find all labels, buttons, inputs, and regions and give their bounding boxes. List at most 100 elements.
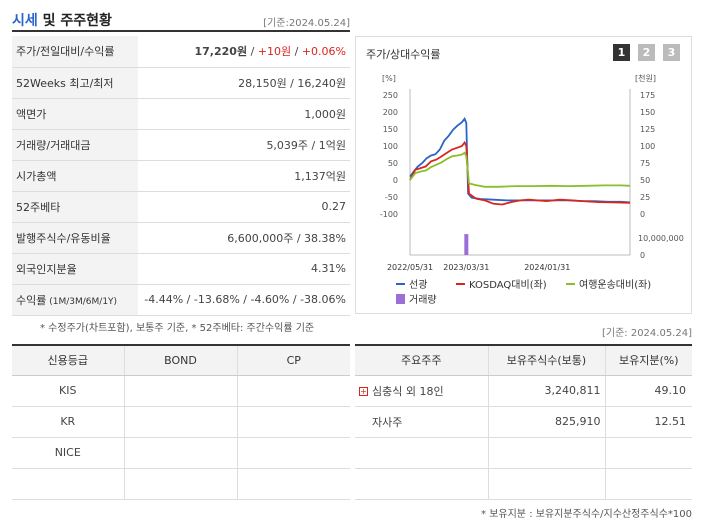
- table-row: 외국인지분율 4.31%: [12, 253, 350, 285]
- title-rest: 및 주주현황: [37, 13, 112, 29]
- holder-name[interactable]: 심충식 외 18인: [372, 384, 444, 398]
- reference-date: [기준:2024.05.24]: [263, 18, 350, 29]
- x-tick-label: 2023/03/31: [443, 263, 489, 272]
- series-line-2: [409, 151, 631, 188]
- chart-panel: 주가/상대수익률 1 2 3 [%] [천원] 250 200 150 100 50 0 -50…: [355, 36, 692, 314]
- col-header: 보유주식수(보통): [487, 345, 605, 376]
- table-row: [355, 437, 692, 469]
- table-row: 52주베타 0.27: [12, 191, 350, 223]
- series-line-1: [409, 140, 631, 206]
- volume-bar: [464, 234, 469, 255]
- left-axis-unit: [%]: [382, 74, 396, 83]
- table-header: 신용등급 BOND CP: [12, 345, 350, 376]
- row-label: 거래량/거래대금: [12, 129, 138, 161]
- right-tick-label: 75: [640, 159, 650, 168]
- row-value: 5,039주 / 1억원: [138, 129, 350, 161]
- right-tick-label: 150: [640, 108, 655, 117]
- legend-swatch-volume: [396, 294, 405, 304]
- table-row: [12, 468, 350, 500]
- bond-rating: [123, 468, 237, 500]
- agency-name: KIS: [12, 375, 124, 407]
- title-highlight: 시세: [12, 13, 38, 29]
- volume-tick-label: 10,000,000: [638, 234, 684, 243]
- holder-shares: [487, 468, 605, 500]
- table-row: KR: [12, 406, 350, 438]
- row-value: -4.44% / -13.68% / -4.60% / -38.06%: [138, 284, 350, 316]
- holder-shares: 3,240,811: [487, 375, 605, 407]
- bond-rating: [123, 406, 237, 438]
- page-button-2[interactable]: 2: [638, 44, 655, 61]
- table-row: 52Weeks 최고/최저 28,150원 / 16,240원: [12, 67, 350, 99]
- row-label: 수익률 (1M/3M/6M/1Y): [12, 284, 138, 316]
- credit-rating-table: 신용등급 BOND CP KIS KR NICE: [12, 344, 350, 500]
- right-tick-label: 125: [640, 125, 655, 134]
- label-sub: (1M/3M/6M/1Y): [46, 296, 118, 307]
- holder-stake: [604, 437, 692, 469]
- right-tick-label: 50: [640, 176, 650, 185]
- table-row: 액면가 1,000원: [12, 98, 350, 130]
- separator: /: [291, 45, 302, 59]
- holder-name-cell[interactable]: + 심충식 외 18인: [355, 375, 488, 407]
- row-value: 4.31%: [138, 253, 350, 285]
- col-header: 신용등급: [12, 345, 124, 376]
- holder-name: [355, 468, 488, 500]
- chart-svg: [%] [천원]250200150100500-50-10017515012510…: [380, 73, 684, 306]
- x-tick-label: 2024/01/31: [524, 263, 570, 272]
- row-value: 28,150원 / 16,240원: [138, 67, 350, 99]
- table-row: NICE: [12, 437, 350, 469]
- price-change: +10원: [257, 45, 292, 59]
- table-row: KIS: [12, 375, 350, 407]
- page-button-1[interactable]: 1: [613, 44, 630, 61]
- price-return: +0.06%: [301, 45, 346, 59]
- legend-label-1: KOSDAQ대비(좌): [469, 279, 547, 291]
- legend-label-2: 여행운송대비(좌): [579, 279, 651, 291]
- right-tick-label: 0: [640, 210, 645, 219]
- bond-rating: [123, 437, 237, 469]
- holder-name: [355, 437, 488, 469]
- legend-label-0: 선광: [409, 279, 427, 291]
- agency-name: NICE: [12, 437, 124, 469]
- table-row: 발행주식수/유동비율 6,600,000주 / 38.38%: [12, 222, 350, 254]
- footnote-2: * 보유지분 : 보유지분주식수/지수산정주식수*100: [481, 509, 692, 520]
- row-label: 52주베타: [12, 191, 138, 223]
- row-value: 1,137억원: [138, 160, 350, 192]
- cp-rating: [236, 437, 350, 469]
- left-tick-label: -100: [380, 210, 398, 219]
- major-shareholders-table: 주요주주 보유주식수(보통) 보유지분(%) + 심충식 외 18인 3,240,…: [355, 344, 692, 500]
- holder-shares: [487, 437, 605, 469]
- left-tick-label: 100: [383, 142, 398, 151]
- table-row: 자사주 825,910 12.51: [355, 406, 692, 438]
- separator: /: [247, 45, 258, 59]
- cp-rating: [236, 375, 350, 407]
- holder-stake: [604, 468, 692, 500]
- right-axis-unit: [천원]: [635, 73, 656, 83]
- cp-rating: [236, 468, 350, 500]
- table-row: 수익률 (1M/3M/6M/1Y) -4.44% / -13.68% / -4.6…: [12, 284, 350, 316]
- row-label: 발행주식수/유동비율: [12, 222, 138, 254]
- col-header: BOND: [123, 345, 237, 376]
- row-value: 1,000원: [138, 98, 350, 130]
- current-price: 17,220원: [194, 45, 248, 59]
- row-value: 0.27: [138, 191, 350, 223]
- bond-rating: [123, 375, 237, 407]
- price-info-table: 주가/전일대비/수익률 17,220원 / +10원 / +0.06% 52We…: [12, 36, 350, 316]
- page-button-3[interactable]: 3: [663, 44, 680, 61]
- row-label: 외국인지분율: [12, 253, 138, 285]
- table-row: [355, 468, 692, 500]
- col-header: CP: [236, 345, 350, 376]
- table-row: + 심충식 외 18인 3,240,811 49.10: [355, 375, 692, 407]
- table-row: 시가총액 1,137억원: [12, 160, 350, 192]
- footnote: * 수정주가(차트포함), 보통주 기준, * 52주베타: 주간수익률 기준: [40, 323, 315, 334]
- row-label: 52Weeks 최고/최저: [12, 67, 138, 99]
- left-tick-label: -50: [385, 193, 398, 202]
- holder-stake: 12.51: [604, 406, 692, 438]
- legend-label-volume: 거래량: [409, 294, 437, 306]
- expand-plus-icon[interactable]: +: [359, 387, 368, 396]
- agency-name: [12, 468, 124, 500]
- reference-date-2: [기준: 2024.05.24]: [601, 328, 692, 339]
- table-row: 거래량/거래대금 5,039주 / 1억원: [12, 129, 350, 161]
- volume-tick-label: 0: [640, 251, 645, 260]
- label-main: 수익률: [16, 293, 47, 307]
- cp-rating: [236, 406, 350, 438]
- right-tick-label: 100: [640, 142, 655, 151]
